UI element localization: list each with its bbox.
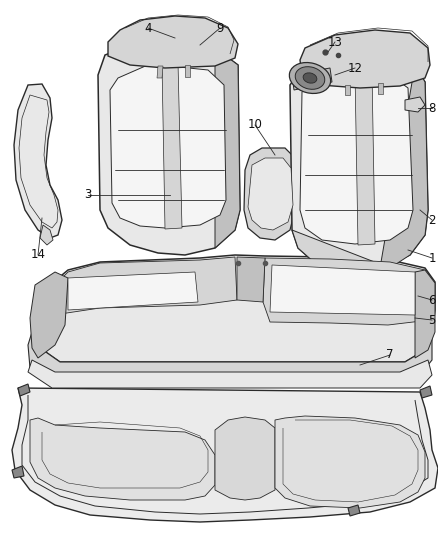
Polygon shape	[14, 84, 62, 238]
Polygon shape	[110, 64, 226, 228]
Polygon shape	[300, 30, 430, 88]
Polygon shape	[300, 73, 413, 244]
Polygon shape	[108, 16, 238, 68]
Text: 3: 3	[84, 189, 92, 201]
Polygon shape	[248, 158, 293, 230]
Polygon shape	[244, 148, 298, 240]
Polygon shape	[157, 66, 163, 78]
Polygon shape	[415, 270, 435, 358]
Polygon shape	[355, 72, 375, 245]
Polygon shape	[345, 85, 350, 95]
Polygon shape	[263, 258, 432, 325]
Polygon shape	[28, 360, 432, 388]
Polygon shape	[237, 257, 265, 302]
Ellipse shape	[303, 73, 317, 83]
Polygon shape	[378, 83, 383, 94]
Polygon shape	[68, 272, 198, 310]
Text: 2: 2	[428, 214, 436, 227]
Polygon shape	[420, 386, 432, 398]
Polygon shape	[98, 42, 240, 255]
Polygon shape	[380, 65, 428, 268]
Polygon shape	[50, 257, 237, 320]
Text: 8: 8	[428, 101, 436, 115]
Text: 9: 9	[216, 21, 224, 35]
Polygon shape	[275, 416, 425, 508]
Text: 10: 10	[247, 118, 262, 132]
Polygon shape	[405, 97, 425, 112]
Polygon shape	[215, 48, 240, 248]
Ellipse shape	[295, 67, 325, 90]
Text: 13: 13	[328, 36, 343, 49]
Text: 6: 6	[428, 294, 436, 306]
Text: 14: 14	[31, 248, 46, 262]
Polygon shape	[12, 466, 24, 478]
Polygon shape	[162, 63, 182, 229]
Polygon shape	[292, 68, 332, 90]
Polygon shape	[292, 230, 390, 270]
Ellipse shape	[290, 62, 331, 93]
Text: 1: 1	[428, 252, 436, 264]
Polygon shape	[290, 52, 428, 270]
Text: 7: 7	[386, 349, 394, 361]
Polygon shape	[185, 65, 190, 77]
Polygon shape	[30, 272, 68, 358]
Polygon shape	[30, 418, 215, 500]
Text: 4: 4	[144, 21, 152, 35]
Text: 12: 12	[347, 61, 363, 75]
Polygon shape	[40, 225, 53, 245]
Polygon shape	[28, 328, 432, 385]
Polygon shape	[215, 417, 275, 500]
Text: 5: 5	[428, 313, 436, 327]
Polygon shape	[270, 265, 415, 315]
Polygon shape	[35, 255, 435, 362]
Polygon shape	[18, 384, 30, 396]
Polygon shape	[348, 505, 360, 516]
Polygon shape	[12, 388, 438, 522]
